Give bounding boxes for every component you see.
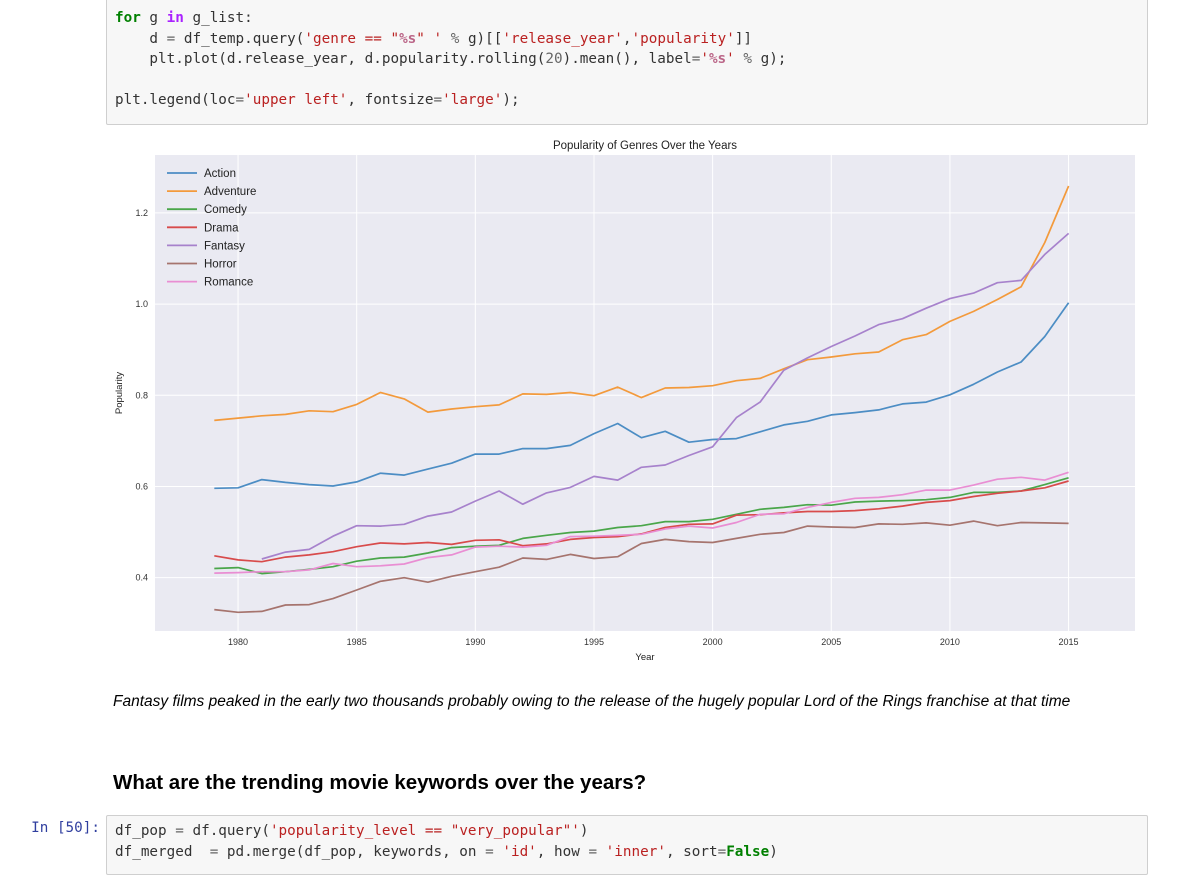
x-tick-label: 2010 [940,637,960,647]
series-line-comedy [214,476,1069,575]
legend-label: Horror [204,259,237,271]
y-tick-label: 0.6 [135,481,148,491]
x-tick-label: 1980 [228,637,248,647]
series-line-horror [214,520,1069,614]
plot-background [155,155,1135,631]
legend-label: Drama [204,222,239,234]
y-axis-label: Popularity [114,372,125,414]
code-line: plt.legend(loc='upper left', fontsize='l… [115,92,520,108]
x-tick-label: 1995 [584,637,604,647]
chart-title: Popularity of Genres Over the Years [553,140,737,152]
genre-popularity-chart: 1980 1985 1990 1995 2000 2005 2010 2015 0.4 0.6 0.… [114,140,1135,663]
y-tick-label: 1.2 [135,208,148,218]
code-cell-keywords[interactable]: df_pop = df.query('popularity_level == "… [106,815,1148,875]
y-tick-label: 0.8 [135,390,148,400]
code-line [115,70,1147,91]
legend-label: Fantasy [204,240,245,252]
x-tick-label: 1985 [347,637,367,647]
x-axis-label: Year [635,652,654,663]
series-line-fantasy [261,232,1070,560]
legend-label: Comedy [204,204,247,216]
x-tick-label: 2005 [821,637,841,647]
y-tick-label: 0.4 [135,573,148,583]
legend-label: Action [204,168,236,180]
series-line-action [214,302,1070,490]
code-line: plt.plot(d.release_year, d.popularity.ro… [115,51,787,67]
keyword-for: for [115,10,141,26]
legend-label: Adventure [204,186,256,198]
series-line-romance [214,471,1069,574]
legend-label: Romance [204,277,253,289]
x-tick-label: 1990 [465,637,485,647]
code-line: d = df_temp.query('genre == "%s" ' % g)[… [115,30,753,47]
cell-prompt: In [50]: [31,820,100,836]
code-cell-plot[interactable]: for g in g_list: d = df_temp.query('genr… [106,0,1148,125]
y-tick-label: 1.0 [135,299,148,309]
section-heading: What are the trending movie keywords ove… [113,771,647,794]
keyword-in: in [166,10,184,26]
x-tick-label: 2015 [1059,637,1079,647]
markdown-note: Fantasy films peaked in the early two th… [113,693,1071,710]
x-tick-label: 2000 [703,637,723,647]
code-line: df_pop = df.query('popularity_level == "… [115,823,589,839]
series-line-adventure [214,185,1070,422]
code-line: df_merged = pd.merge(df_pop, keywords, o… [115,844,778,860]
code-line: for g in g_list: [115,10,253,26]
